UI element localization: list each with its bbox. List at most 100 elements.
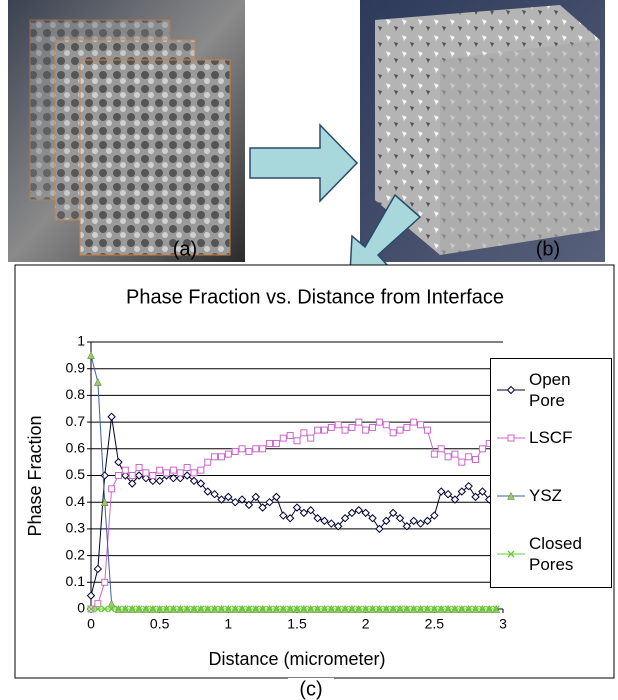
marker [259,445,267,453]
marker [389,429,397,437]
marker [100,471,109,480]
legend-label: Open Pore [529,370,571,410]
marker [327,519,336,528]
marker [321,605,328,613]
marker [182,471,192,480]
marker [451,450,459,458]
marker [410,605,418,613]
marker [450,495,460,504]
y-tick-label: 0.5 [66,466,86,482]
marker [128,472,136,479]
marker [403,423,411,431]
marker [458,458,466,466]
marker [334,421,342,429]
marker [320,426,328,434]
marker [375,524,384,534]
marker [286,605,294,613]
marker [437,445,445,453]
marker [478,605,486,613]
marker [327,605,335,613]
y-tick-label: 0.3 [66,520,86,536]
marker [320,516,329,526]
marker [244,500,254,510]
marker [211,605,219,613]
marker [87,605,95,613]
marker [197,466,205,474]
marker [183,605,191,613]
marker [266,605,273,613]
marker [362,426,370,434]
marker [142,469,150,477]
marker [341,605,349,613]
marker [252,445,260,453]
y-tick-label: 0.6 [66,440,86,456]
marker [396,426,404,434]
marker [506,385,516,395]
marker [156,605,164,613]
marker [361,508,370,518]
marker [430,511,439,520]
marker [149,605,157,613]
marker [176,473,185,483]
marker [472,605,479,613]
marker [507,550,515,558]
marker [389,605,397,613]
marker [430,450,438,458]
x-tick-label: 3 [499,616,507,632]
marker [121,466,129,474]
marker [471,492,480,502]
marker [163,469,171,477]
marker [478,487,487,496]
marker [362,605,370,613]
marker [368,514,377,523]
marker [149,472,157,479]
marker [293,437,301,445]
marker [327,423,335,431]
marker [114,457,123,467]
marker [231,605,239,613]
marker [478,445,486,453]
marker [313,514,322,523]
marker [100,498,109,506]
y-tick-label: 0.2 [66,546,86,562]
marker [94,605,102,613]
marker [355,418,363,426]
marker [203,487,212,496]
marker [334,605,342,613]
marker [507,434,515,441]
y-tick-label: 0 [77,600,85,616]
marker [472,455,480,463]
marker [369,423,377,431]
marker [299,508,309,518]
marker [101,578,109,586]
marker [114,472,122,479]
x-tick-label: 1 [224,616,232,632]
marker [142,605,150,613]
marker [279,605,287,613]
marker [108,485,116,493]
marker [211,453,219,461]
legend-label: YSZ [529,486,563,505]
marker [121,605,129,613]
marker [388,508,398,518]
y-axis-label: Phase Fraction [25,415,45,536]
y-tick-label: 0.4 [66,493,86,509]
marker [314,605,322,613]
marker [485,605,493,613]
legend-item: YSZ [497,485,601,506]
marker [300,429,308,437]
marker [224,605,232,613]
marker [156,466,164,474]
marker [416,519,425,528]
marker [169,466,177,474]
marker [348,423,356,431]
marker [93,564,103,574]
marker [272,492,281,502]
marker [507,491,515,500]
marker [190,605,198,613]
marker [375,605,383,613]
marker [436,487,446,496]
marker [169,605,177,613]
marker [87,351,95,360]
